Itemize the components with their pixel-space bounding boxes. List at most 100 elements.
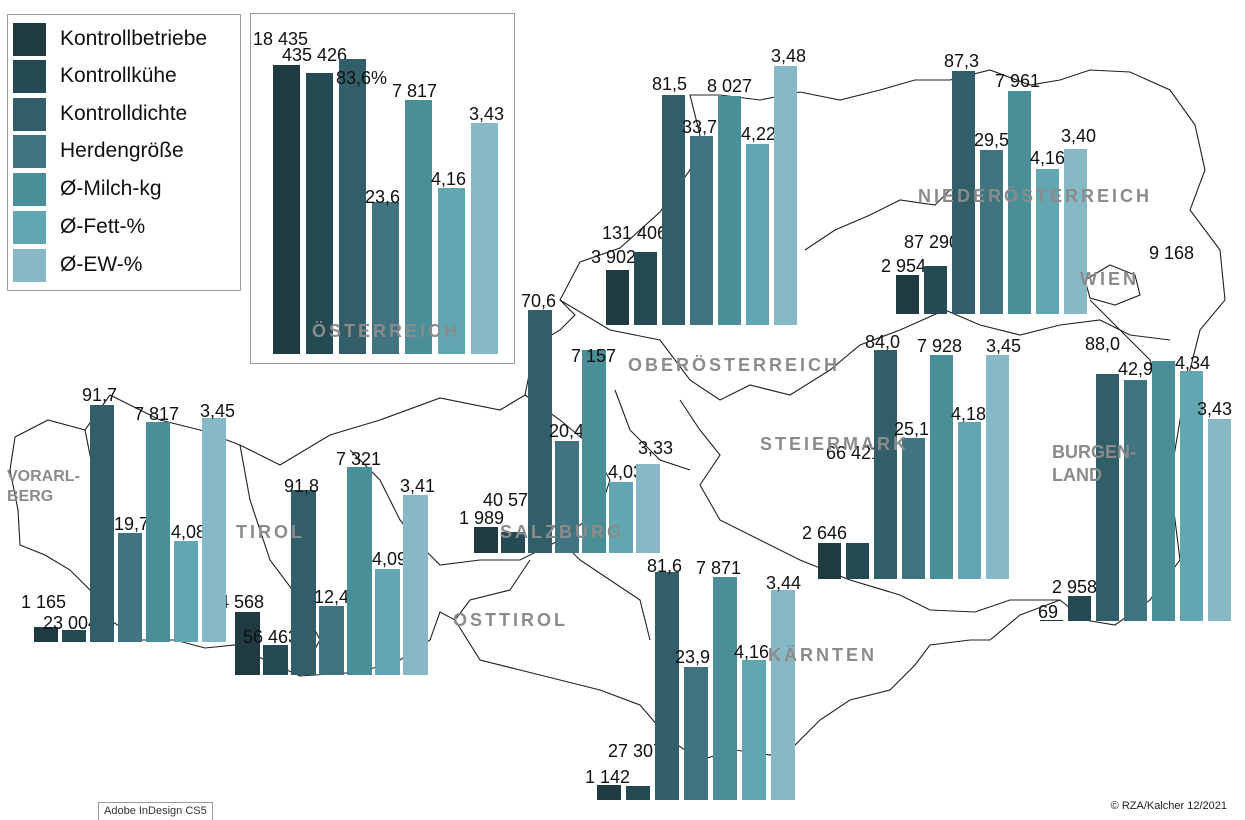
bar-6-4 [582,350,606,553]
bar-2-4 [1008,91,1031,314]
bar-8-0 [34,627,58,642]
software-tag: Adobe InDesign CS5 [98,802,213,820]
data-label: 4,22 [741,124,776,144]
data-label: 91,8 [284,476,319,496]
data-label: 7 321 [336,449,381,469]
region-label: KÄRNTEN [768,645,877,665]
bar-7-3 [319,606,344,675]
legend-item-fett: Ø-Fett-% [13,211,238,245]
legend-item-kontrollbetriebe: Kontrollbetriebe [13,23,238,57]
bar-5-5 [1180,371,1203,621]
data-label: 66 421 [826,443,881,463]
bar-7-6 [403,495,428,675]
data-label: 4,16 [734,642,769,662]
data-label: 2 646 [802,523,847,543]
data-label: 20,4 [549,421,584,441]
credit: © RZA/Kalcher 12/2021 [1110,800,1227,812]
bar-5-3 [1124,380,1147,621]
bar-8-4 [146,422,170,642]
data-label: 29,5 [974,130,1009,150]
data-label: 3,45 [200,401,235,421]
data-label: 4,16 [431,169,466,189]
region-label: STEIERMARK [760,434,910,454]
data-label: 7 817 [134,404,179,424]
data-label: 69 [1038,602,1058,622]
data-label: 23,9 [675,647,710,667]
bar-5-0 [1040,620,1063,621]
bar-4-5 [958,422,981,579]
bar-9-5 [742,660,766,800]
data-label: 88,0 [1085,334,1120,354]
data-label: 3,33 [638,438,673,458]
region-label: WIEN [1080,269,1139,289]
data-label: 81,5 [652,74,687,94]
legend-label: Ø-Fett-% [60,215,146,238]
region-label: TIROL [236,522,305,542]
bar-5-1 [1068,596,1091,621]
data-label: 56 463 [243,627,298,647]
legend-item-kontrolldichte: Kontrolldichte [13,98,238,132]
bar-5-6 [1208,419,1231,621]
data-label: 7 157 [571,346,616,366]
bar-7-4 [347,467,372,675]
bar-0-1 [306,73,333,354]
bar-2-0 [896,275,919,314]
legend-swatch [13,60,46,93]
bar-8-3 [118,533,142,642]
bar-6-1 [501,532,525,553]
data-label: 4,09 [372,549,407,569]
bar-4-2 [874,350,897,579]
bar-8-2 [90,405,114,642]
bar-1-0 [606,270,629,325]
legend-item-ew: Ø-EW-% [13,249,238,283]
legend-swatch [13,211,46,244]
legend-label: Ø-EW-% [60,253,143,276]
legend-item-herdengroesse: Herdengröße [13,135,238,169]
legend-label: Kontrollbetriebe [60,27,208,50]
data-label: 9 168 [1149,243,1194,263]
bar-7-2 [291,490,316,675]
bar-0-4 [405,100,432,354]
bar-6-6 [636,464,660,553]
data-label: 7 871 [696,558,741,578]
bar-4-0 [818,543,841,579]
bar-6-0 [474,527,498,553]
legend-label: Kontrolldichte [60,102,188,125]
bar-2-5 [1036,169,1059,314]
bar-8-5 [174,541,198,642]
data-label: 131 406 [602,223,667,243]
data-label: 87,3 [944,51,979,71]
bar-9-2 [655,572,679,800]
data-label: 2 958 [1052,577,1097,597]
data-label: 8 027 [707,76,752,96]
bar-0-0 [273,65,300,354]
data-label: 3,44 [766,573,801,593]
region-label: BURGEN- LAND [1052,442,1136,485]
data-label: 42,9 [1118,359,1153,379]
legend-label: Kontrollkühe [60,64,177,87]
bar-4-6 [986,355,1009,579]
data-label: 40 577 [483,490,538,510]
bar-7-5 [375,569,400,675]
bar-1-6 [774,66,797,325]
data-label: 27 307 [608,741,663,761]
bar-9-4 [713,577,737,800]
data-label: 1 989 [459,508,504,528]
bar-1-1 [634,252,657,325]
bar-6-2 [528,310,552,553]
data-label: 3,45 [986,336,1021,356]
data-label: 1 142 [585,767,630,787]
data-label: 23 004 [43,613,98,633]
data-label: 23,6 [365,187,400,207]
legend: Kontrollbetriebe Kontrollkühe Kontrolldi… [7,14,241,291]
bar-2-2 [952,71,975,314]
legend-label: Ø-Milch-kg [60,177,162,200]
bar-6-5 [609,482,633,553]
bar-0-3 [372,202,399,354]
region-label: ÖSTERREICH [312,321,461,341]
bar-7-0 [235,612,260,675]
data-label: 3 902 [591,247,636,267]
data-label: 12,4 [314,587,349,607]
